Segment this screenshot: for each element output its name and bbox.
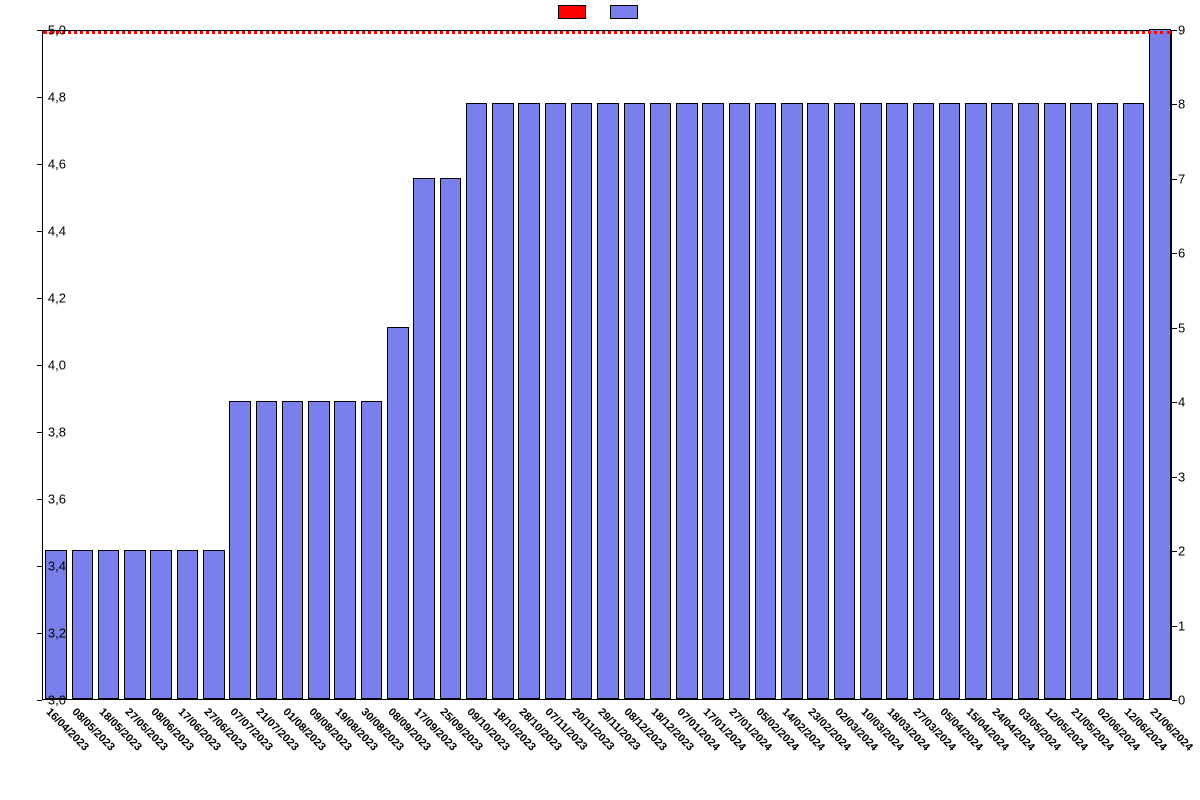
- bar: [650, 103, 672, 699]
- y-right-tick-label: 9: [1178, 23, 1185, 38]
- bar: [545, 103, 567, 699]
- bar: [1097, 103, 1119, 699]
- bar: [1044, 103, 1066, 699]
- legend-swatch-blue: [610, 5, 638, 19]
- y-right-tick-label: 3: [1178, 469, 1185, 484]
- y-right-tick-label: 4: [1178, 395, 1185, 410]
- baseline-line: [43, 31, 1171, 34]
- bar: [886, 103, 908, 699]
- y-left-tick-label: 4,2: [48, 291, 66, 306]
- bar: [860, 103, 882, 699]
- y-left-tick-label: 5,0: [48, 23, 66, 38]
- bar: [1149, 29, 1171, 699]
- bar: [729, 103, 751, 699]
- bar: [203, 550, 225, 699]
- bar: [150, 550, 172, 699]
- y-left-tick-label: 3,6: [48, 492, 66, 507]
- bar: [361, 401, 383, 699]
- bar: [518, 103, 540, 699]
- bar: [939, 103, 961, 699]
- legend-item-series-a: [558, 5, 590, 19]
- y-left-tick-label: 4,8: [48, 90, 66, 105]
- y-left-tick-label: 3,8: [48, 425, 66, 440]
- y-right-tick-label: 6: [1178, 246, 1185, 261]
- y-right-tick-label: 7: [1178, 171, 1185, 186]
- y-right-tick-label: 2: [1178, 544, 1185, 559]
- bar: [466, 103, 488, 699]
- legend: [558, 5, 642, 19]
- bar: [72, 550, 94, 699]
- bar: [98, 550, 120, 699]
- bar: [913, 103, 935, 699]
- bar: [1070, 103, 1092, 699]
- bar: [965, 103, 987, 699]
- bar: [1123, 103, 1145, 699]
- y-left-tick-label: 3,2: [48, 626, 66, 641]
- bar: [676, 103, 698, 699]
- bar: [492, 103, 514, 699]
- bar: [387, 327, 409, 699]
- bar: [308, 401, 330, 699]
- y-left-tick-label: 3,0: [48, 693, 66, 708]
- legend-item-series-b: [610, 5, 642, 19]
- bar: [781, 103, 803, 699]
- bar: [440, 178, 462, 699]
- legend-swatch-red: [558, 5, 586, 19]
- bar: [702, 103, 724, 699]
- bar: [413, 178, 435, 699]
- bar: [256, 401, 278, 699]
- bar: [282, 401, 304, 699]
- y-left-tick-label: 4,6: [48, 157, 66, 172]
- bar: [571, 103, 593, 699]
- y-left-tick-label: 3,4: [48, 559, 66, 574]
- bar: [834, 103, 856, 699]
- bar: [177, 550, 199, 699]
- y-right-tick-label: 1: [1178, 618, 1185, 633]
- y-left-tick-label: 4,0: [48, 358, 66, 373]
- bar: [334, 401, 356, 699]
- bar: [597, 103, 619, 699]
- plot-area: [42, 30, 1172, 700]
- y-right-tick-label: 0: [1178, 693, 1185, 708]
- bar: [124, 550, 146, 699]
- bar: [807, 103, 829, 699]
- y-right-tick-label: 8: [1178, 97, 1185, 112]
- bar: [1018, 103, 1040, 699]
- bar: [229, 401, 251, 699]
- bar: [624, 103, 646, 699]
- chart-container: 3,0 3,2 3,4 3,6 3,8 4,0 4,2 4,4 4,6 4,8 5,0 0 1 2 3 4 5…: [0, 0, 1200, 800]
- bar: [991, 103, 1013, 699]
- bar: [755, 103, 777, 699]
- y-left-tick-label: 4,4: [48, 224, 66, 239]
- y-right-tick-label: 5: [1178, 320, 1185, 335]
